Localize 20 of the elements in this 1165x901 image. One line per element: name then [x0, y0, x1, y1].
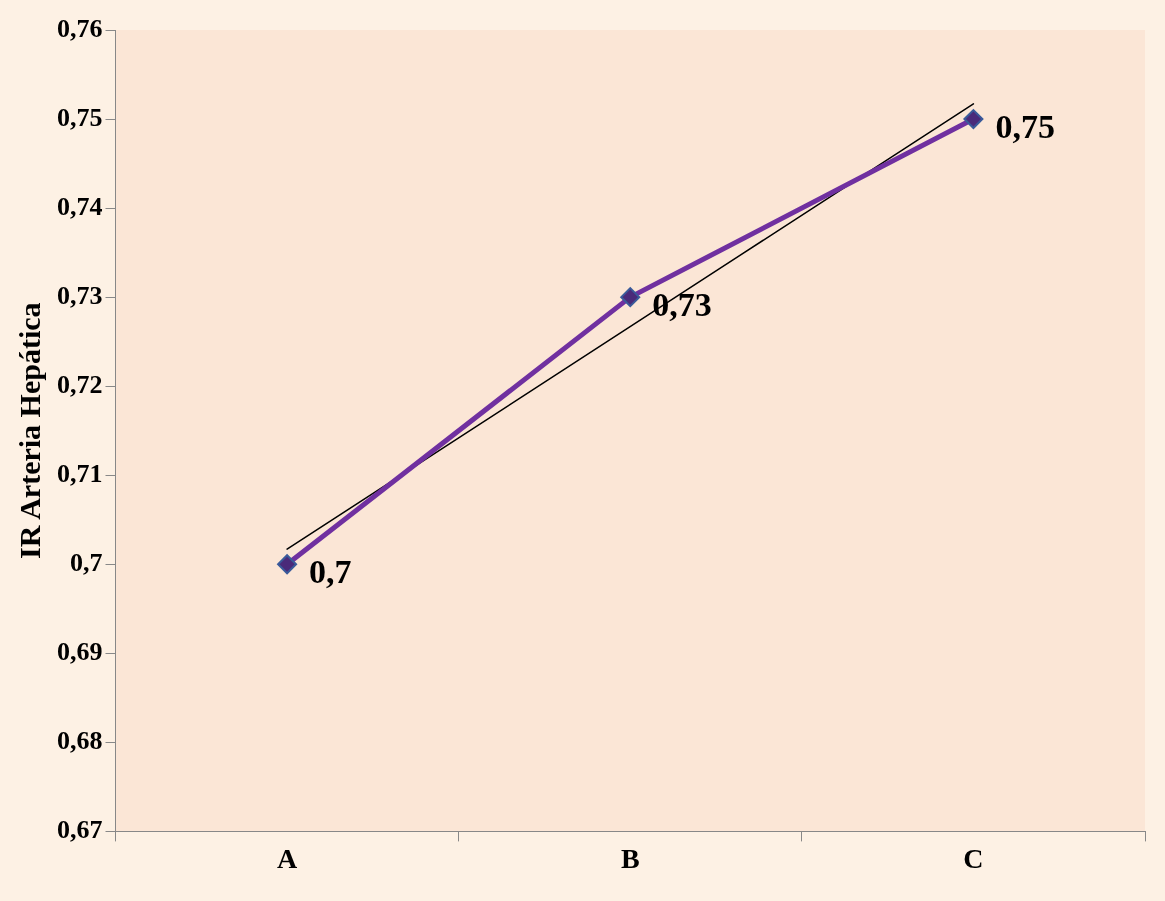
y-tick-label: 0,76: [57, 13, 103, 43]
data-label: 0,7: [309, 553, 352, 591]
x-tick-label: B: [620, 843, 640, 875]
y-tick-label: 0,73: [57, 280, 103, 310]
y-tick-label: 0,68: [57, 726, 103, 756]
point: [277, 554, 298, 575]
y-tick-label: 0,72: [57, 369, 103, 399]
data-label: 0,75: [995, 107, 1055, 145]
point: [620, 287, 641, 308]
y-axis-title: IR Arteria Hepática: [12, 302, 46, 559]
point: [963, 109, 984, 130]
x-tick-label: A: [276, 843, 298, 875]
y-tick-label: 0,74: [57, 191, 103, 221]
y-tick-label: 0,75: [57, 102, 103, 132]
y-tick-label: 0,69: [57, 637, 103, 667]
x-tick-label: C: [963, 843, 984, 875]
data-label: 0,73: [652, 285, 712, 323]
y-tick-label: 0,71: [57, 458, 103, 488]
y-tick-label: 0,7: [70, 547, 103, 577]
y-tick-label: 0,67: [57, 815, 103, 845]
